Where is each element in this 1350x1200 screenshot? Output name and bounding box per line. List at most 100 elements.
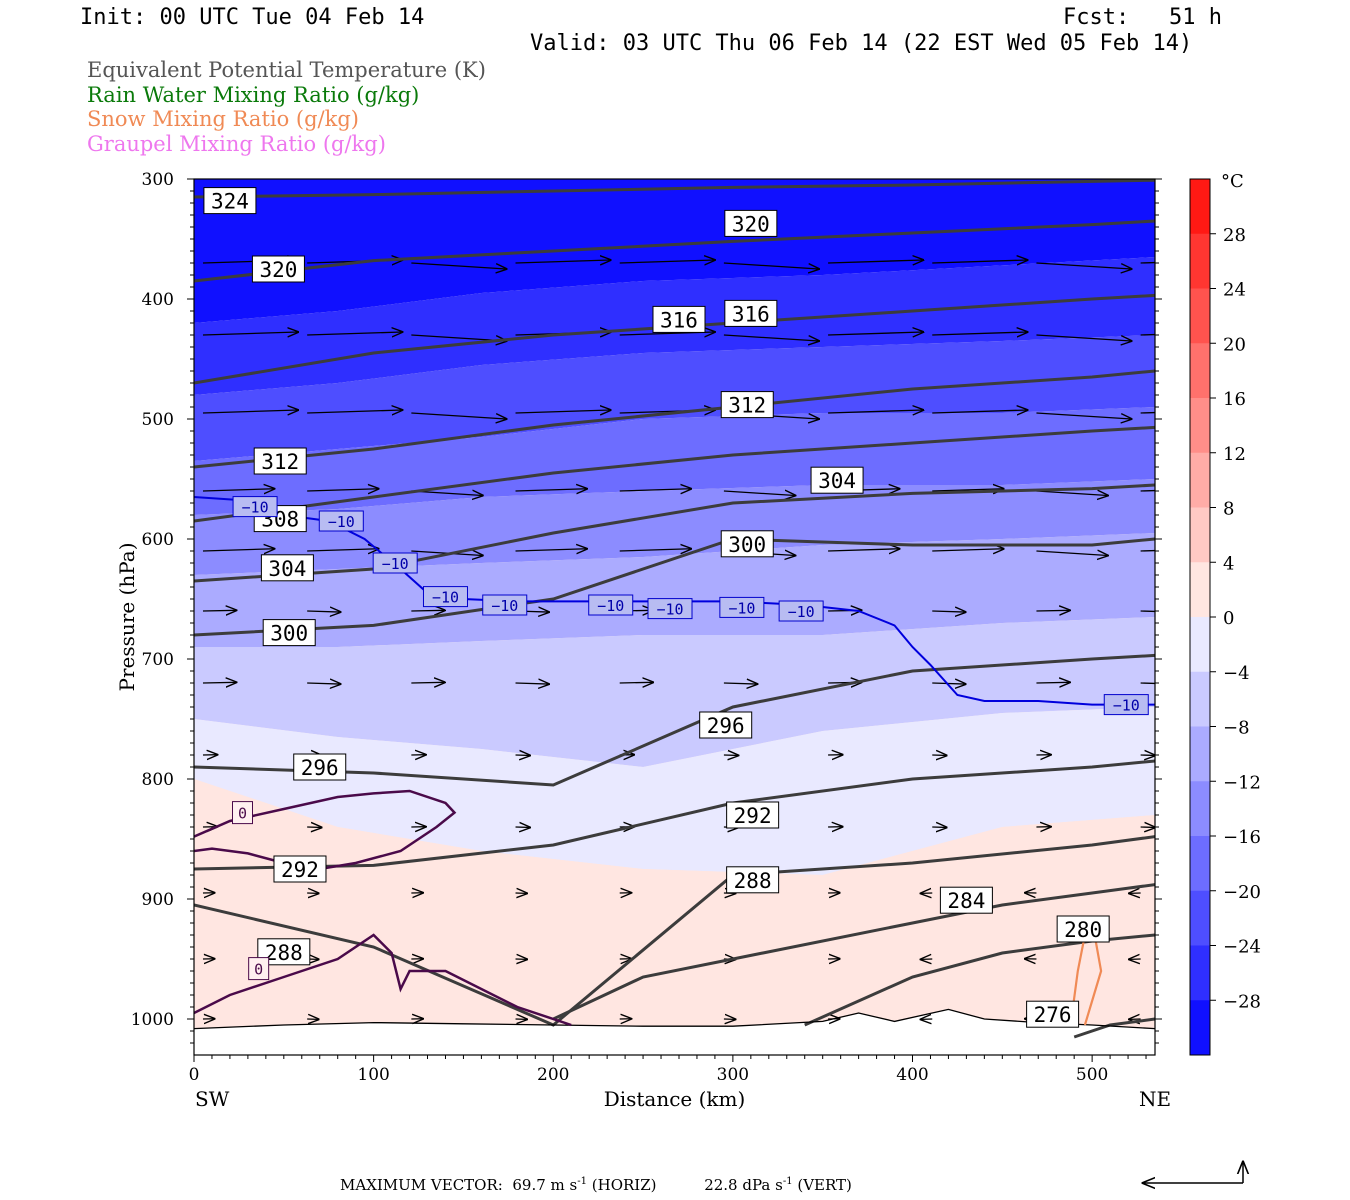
colorbar-swatch <box>1190 836 1210 892</box>
x-tick-label: 200 <box>537 1065 569 1085</box>
colorbar-swatch <box>1190 288 1210 344</box>
wind-vector <box>1036 682 1069 683</box>
wind-vector <box>411 682 444 683</box>
wind-vector <box>307 611 340 612</box>
rain-contour <box>194 933 572 1027</box>
theta-e-label-box <box>720 530 774 558</box>
isotherm-label-box <box>1103 694 1149 716</box>
wind-vector <box>307 489 378 491</box>
forecast-hour: Fcst: 51 h <box>1063 5 1222 30</box>
theta-e-label-box <box>726 801 780 829</box>
colorbar-swatch <box>1190 452 1210 508</box>
vert-unit: (VERT) <box>797 1176 852 1194</box>
colorbar-tick-label: −8 <box>1223 718 1250 739</box>
colorbar-tick-label: 8 <box>1223 499 1234 520</box>
wind-vector <box>1036 610 1069 611</box>
y-tick-label: 600 <box>142 530 174 550</box>
legend-graupel: Graupel Mixing Ratio (g/kg) <box>87 132 386 156</box>
axes: 300 400 500 600 700 800 900 1000 0 100 200 300 400 50… <box>115 170 1171 1111</box>
x-axis-label: Distance (km) <box>604 1087 746 1111</box>
theta-e-label: 296 <box>707 714 745 738</box>
wind-vector <box>828 332 923 335</box>
fill-band <box>194 179 1155 323</box>
wind-vector <box>515 683 549 684</box>
wind-vector <box>723 262 819 269</box>
colorbar-tick-label: 0 <box>1223 608 1234 629</box>
x-tick-label: 500 <box>1076 1065 1108 1085</box>
colorbar-swatch <box>1190 726 1210 782</box>
max-vector-footer: MAXIMUM VECTOR: 69.7 m s-1 (HORIZ) 22.8 … <box>340 1176 852 1194</box>
colorbar-tick-label: 28 <box>1223 225 1246 246</box>
wind-vector <box>307 332 402 335</box>
theta-e-label-box <box>726 866 780 894</box>
colorbar-swatch <box>1190 890 1210 946</box>
colorbar-swatch <box>1190 179 1210 235</box>
wind-vector <box>828 260 923 263</box>
colorbar-swatch <box>1190 617 1210 673</box>
isotherm-label-box <box>588 594 634 616</box>
theta-e-label-box <box>810 466 864 494</box>
vert-value: 22.8 dPa s <box>704 1176 783 1194</box>
legend-theta-e: Equivalent Potential Temperature (K) <box>87 58 486 82</box>
theta-e-label: 300 <box>728 533 766 557</box>
theta-e-label: 280 <box>1064 918 1102 942</box>
x-tick-label: 400 <box>896 1065 928 1085</box>
wind-vectors <box>202 260 1155 1019</box>
theta-e-label-box <box>720 391 774 419</box>
wind-vector <box>932 260 1027 263</box>
wind-vector <box>1140 489 1155 492</box>
isotherm-label-box <box>482 594 528 616</box>
colorbar-swatch <box>1190 343 1210 399</box>
wind-vector <box>723 334 819 341</box>
wind-vector <box>307 549 378 551</box>
plot-frame <box>193 178 1156 1056</box>
wind-vector <box>202 549 274 551</box>
horiz-value: 69.7 m s <box>512 1176 578 1194</box>
wind-vector <box>932 410 1027 413</box>
theta-e-contour <box>804 933 1155 1027</box>
theta-e-label: 312 <box>728 394 766 418</box>
theta-e-label-box <box>699 711 753 739</box>
isotherm-label: −10 <box>491 597 518 615</box>
isotherm-label: −10 <box>242 499 269 517</box>
fill-band <box>194 479 1155 575</box>
legend-rain: Rain Water Mixing Ratio (g/kg) <box>87 83 420 107</box>
wind-vector <box>411 262 506 269</box>
colorbar-tick-label: −4 <box>1223 663 1250 684</box>
terrain-mask <box>194 1009 1155 1055</box>
isotherm-label-box <box>647 598 693 620</box>
theta-e-label-box <box>260 554 314 582</box>
theta-e-label: 296 <box>301 756 339 780</box>
theta-e-label-box <box>724 209 778 237</box>
theta-e-label: 284 <box>947 889 985 913</box>
isotherm-label: −10 <box>1113 697 1140 715</box>
wind-vector <box>932 549 1003 551</box>
wind-vector <box>619 260 715 263</box>
colorbar-tick-label: 4 <box>1223 553 1234 574</box>
wind-vector <box>202 682 236 683</box>
y-tick-label: 700 <box>142 650 174 670</box>
wind-vector <box>1140 549 1155 552</box>
theta-e-contour <box>194 653 1155 787</box>
wind-vector <box>619 549 691 551</box>
colorbar: °C 28 24 20 16 12 8 4 0 −4 −8 −12 −16 −20 −24 −28 <box>1189 171 1261 1056</box>
wind-vector <box>515 410 611 413</box>
wind-vector <box>515 489 587 491</box>
rain-label-box <box>248 957 270 981</box>
init-time: Init: 00 UTC Tue 04 Feb 14 <box>80 5 425 30</box>
isotherm-label: −10 <box>382 555 409 573</box>
colorbar-unit: °C <box>1221 171 1244 192</box>
isotherm-label: −10 <box>788 603 815 621</box>
legend-snow: Snow Mixing Ratio (g/kg) <box>87 107 359 131</box>
valid-time: Valid: 03 UTC Thu 06 Feb 14 (22 EST Wed … <box>530 31 1193 56</box>
theta-e-label: 288 <box>734 869 772 893</box>
wind-vector <box>1036 334 1131 341</box>
theta-e-label: 316 <box>660 308 698 332</box>
fill-band <box>194 335 1155 461</box>
theta-e-label: 292 <box>281 858 319 882</box>
y-axis-label: Pressure (hPa) <box>115 543 139 692</box>
theta-e-label-box <box>939 886 993 914</box>
y-tick-label: 900 <box>142 890 174 910</box>
isotherm-label: −10 <box>728 599 755 617</box>
